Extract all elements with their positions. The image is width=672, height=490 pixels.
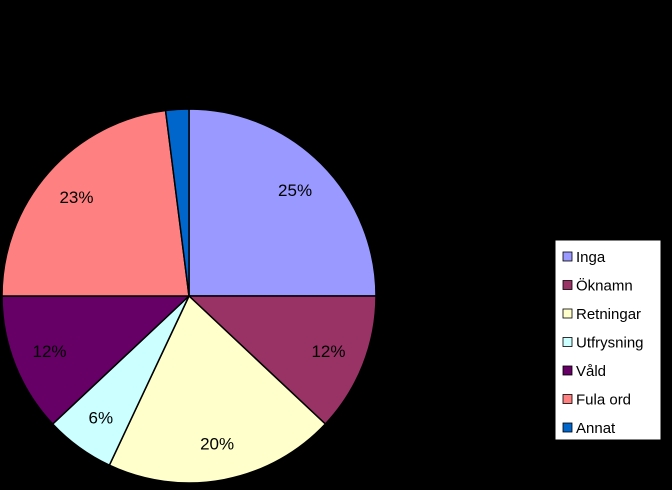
pie-data-labels: 25% 12% 20% 6% 12% 23% — [33, 181, 346, 453]
legend-swatch-inga — [562, 251, 573, 262]
data-label-oknamn: 12% — [311, 342, 345, 361]
legend-swatch-retningar — [562, 308, 573, 319]
legend-box — [554, 239, 662, 441]
data-label-retningar: 20% — [200, 434, 234, 453]
legend-swatch-oknamn — [562, 280, 573, 290]
legend-swatch-vald — [562, 365, 573, 376]
legend: Inga Öknamn Retningar Utfrysning Våld Fula or… — [554, 239, 662, 441]
pie-slice-annat — [164, 108, 190, 297]
pie-slices — [1, 108, 377, 484]
data-label-vald: 12% — [33, 342, 67, 361]
legend-swatch-annat — [562, 422, 573, 433]
pie-slice-inga — [188, 108, 377, 297]
legend-label-oknamn: Öknamn — [576, 277, 633, 295]
legend-label-utfrysning: Utfrysning — [576, 335, 644, 352]
legend-label-retningar: Retningar — [576, 306, 641, 323]
data-label-inga: 25% — [278, 181, 312, 200]
legend-label-vald: Våld — [576, 363, 606, 380]
legend-label-annat: Annat — [576, 420, 616, 437]
pie-slice-oknamn — [187, 295, 377, 426]
pie-slice-retningar — [108, 294, 327, 484]
legend-label-fula-ord: Fula ord — [576, 392, 631, 409]
pie-slice-fula-ord — [1, 109, 190, 297]
legend-swatch-utfrysning — [562, 337, 573, 347]
pie-slice-vald — [1, 295, 191, 426]
data-label-utfrysning: 6% — [89, 408, 114, 427]
legend-swatch-fula-ord — [562, 394, 573, 404]
legend-label-inga: Inga — [576, 249, 606, 266]
data-label-fula-ord: 23% — [59, 188, 93, 207]
